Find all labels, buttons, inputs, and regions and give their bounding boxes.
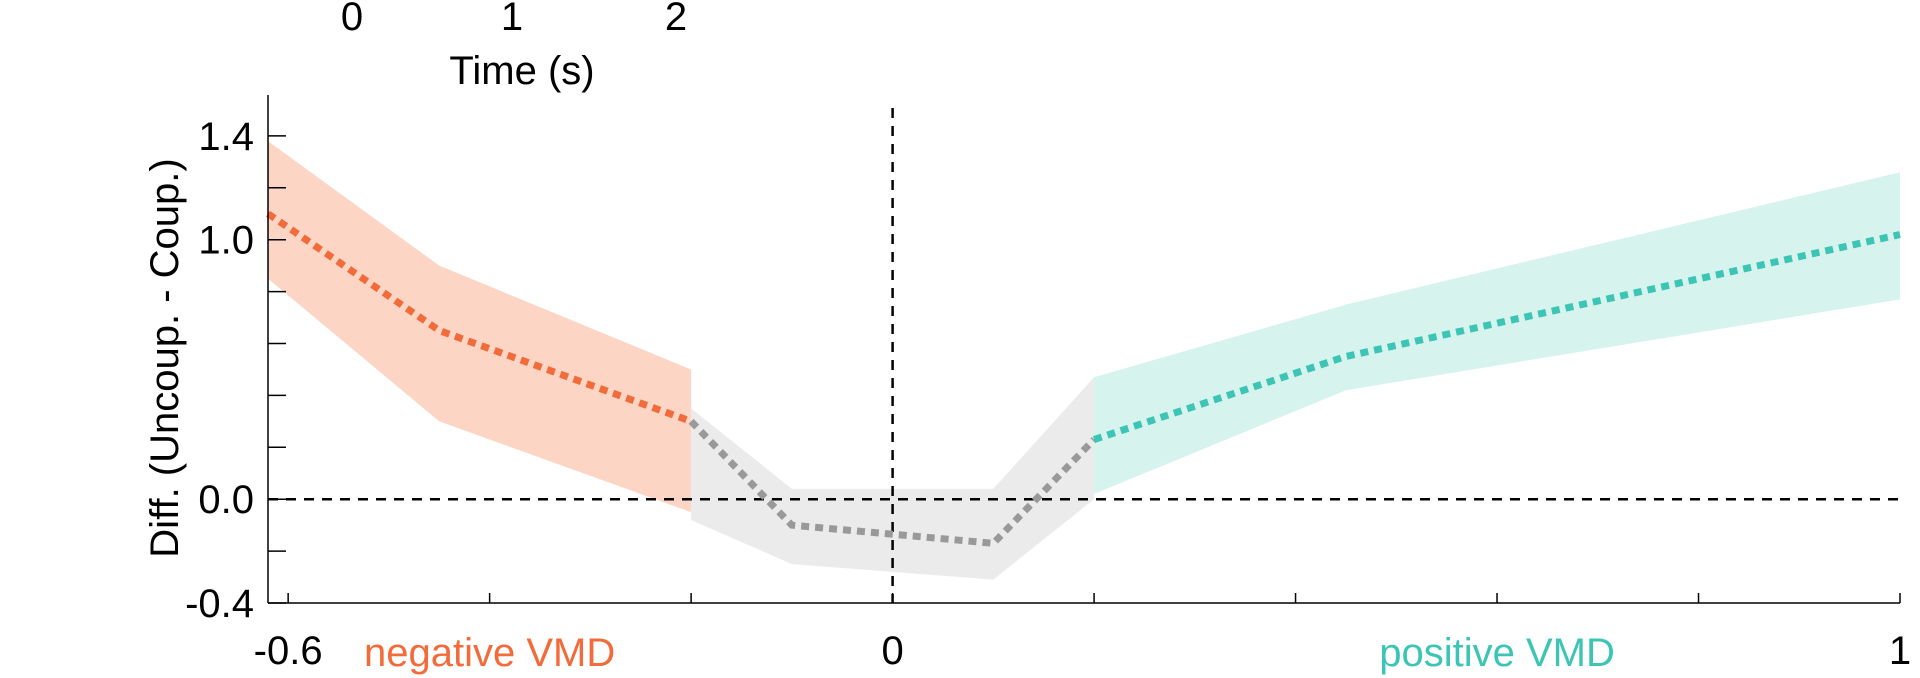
y-tick-label-3: 1.4 — [198, 115, 254, 159]
confidence-bands — [268, 141, 1900, 580]
reference-lines — [268, 108, 1900, 603]
inset-xlabel: Time (s) — [449, 49, 594, 93]
series-line-2 — [1092, 231, 1901, 443]
x-tick-label-2: 1 — [1889, 629, 1911, 673]
y-tick-label-2: 1.0 — [198, 219, 254, 263]
x-tick-label-0: -0.6 — [254, 629, 323, 673]
confidence-band-1 — [691, 377, 1095, 580]
x-region-label-0: negative VMD — [364, 631, 615, 675]
confidence-band-0 — [268, 141, 692, 513]
x-tick-label-1: 0 — [881, 629, 903, 673]
series-line-1 — [688, 418, 1097, 547]
inset-xtick-label-1: 1 — [501, 0, 523, 39]
data-lines — [266, 210, 1901, 547]
y-tick-label-0: -0.4 — [185, 582, 254, 626]
x-region-label-1: positive VMD — [1379, 631, 1615, 675]
inset-xtick-label-0: 0 — [341, 0, 363, 39]
series-line-0 — [266, 210, 693, 425]
axes: -0.4 0.0 1.0 1.4 -0.6 0 1 negative VMD positive … — [185, 95, 1911, 675]
y-tick-label-1: 0.0 — [198, 478, 254, 522]
inset-xtick-label-2: 2 — [665, 0, 687, 39]
inset-time-axis: 0 1 2 Time (s) — [341, 0, 687, 93]
y-axis-label: Diff. (Uncoup. - Coup.) — [143, 158, 187, 557]
confidence-band-2 — [1094, 172, 1900, 495]
